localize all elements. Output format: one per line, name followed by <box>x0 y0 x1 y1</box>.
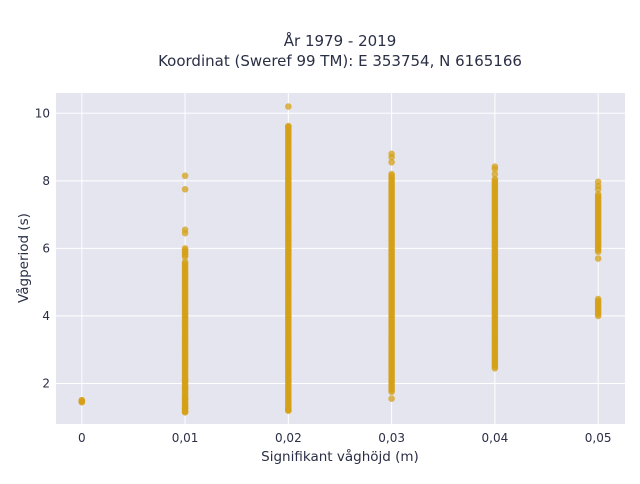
data-point <box>285 122 292 130</box>
data-point <box>285 103 292 110</box>
data-point <box>594 255 602 262</box>
chart-title-line-2: Koordinat (Sweref 99 TM): E 353754, N 61… <box>158 52 522 70</box>
x-tick-label: 0,04 <box>482 431 509 445</box>
data-point <box>181 245 189 252</box>
data-point <box>181 395 189 402</box>
data-point <box>78 397 86 404</box>
data-points <box>78 103 602 416</box>
data-point <box>594 191 602 198</box>
x-tick-label: 0,05 <box>585 431 612 445</box>
series-column-2 <box>285 103 292 414</box>
plot-background <box>56 93 625 424</box>
x-tick-label: 0,02 <box>275 431 302 445</box>
y-tick-label: 10 <box>35 106 50 120</box>
y-ticks: 2 4 6 8 10 <box>35 106 50 390</box>
x-tick-label: 0,01 <box>172 431 199 445</box>
data-point <box>181 385 189 392</box>
data-point <box>181 258 189 266</box>
series-column-5 <box>594 178 602 320</box>
y-tick-label: 2 <box>42 376 50 390</box>
series-column-3 <box>388 150 395 402</box>
data-point <box>181 172 189 180</box>
data-point <box>388 395 395 402</box>
data-point <box>491 175 499 183</box>
x-ticks: 0 0,01 0,02 0,03 0,04 0,05 <box>78 431 612 445</box>
y-tick-label: 6 <box>42 241 50 255</box>
x-tick-label: 0,03 <box>378 431 405 445</box>
data-point <box>285 405 292 413</box>
data-point <box>181 402 189 409</box>
data-point <box>491 170 499 178</box>
data-point <box>491 163 499 170</box>
series-column-1 <box>181 172 189 416</box>
data-point <box>181 185 189 193</box>
data-point <box>594 295 602 303</box>
data-point <box>594 178 602 186</box>
y-tick-label: 8 <box>42 174 50 188</box>
data-point <box>181 226 189 234</box>
data-point <box>388 170 395 178</box>
data-point <box>388 150 395 158</box>
data-point <box>388 158 395 166</box>
chart-title-line-1: År 1979 - 2019 <box>284 31 397 50</box>
series-column-4 <box>491 163 499 372</box>
series-column-0 <box>78 397 86 406</box>
y-tick-label: 4 <box>42 309 50 323</box>
y-axis-label: Vågperiod (s) <box>15 213 32 303</box>
x-axis-label: Signifikant våghöjd (m) <box>261 448 419 465</box>
x-tick-label: 0 <box>78 431 86 445</box>
